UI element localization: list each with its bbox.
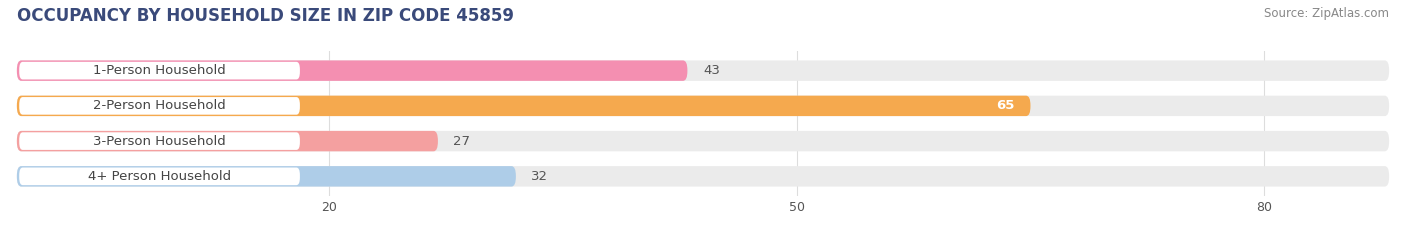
FancyBboxPatch shape: [17, 96, 1031, 116]
FancyBboxPatch shape: [17, 60, 1389, 81]
Text: 65: 65: [997, 99, 1015, 112]
FancyBboxPatch shape: [17, 96, 1389, 116]
Text: 1-Person Household: 1-Person Household: [93, 64, 226, 77]
FancyBboxPatch shape: [17, 131, 1389, 151]
FancyBboxPatch shape: [20, 168, 299, 185]
Text: 3-Person Household: 3-Person Household: [93, 135, 226, 148]
Text: 43: 43: [703, 64, 720, 77]
FancyBboxPatch shape: [17, 131, 437, 151]
FancyBboxPatch shape: [20, 97, 299, 115]
Text: 4+ Person Household: 4+ Person Household: [89, 170, 231, 183]
FancyBboxPatch shape: [20, 62, 299, 79]
Text: 32: 32: [531, 170, 548, 183]
FancyBboxPatch shape: [17, 60, 688, 81]
Text: 27: 27: [454, 135, 471, 148]
FancyBboxPatch shape: [20, 132, 299, 150]
FancyBboxPatch shape: [17, 166, 1389, 187]
FancyBboxPatch shape: [17, 166, 516, 187]
Text: 2-Person Household: 2-Person Household: [93, 99, 226, 112]
Text: Source: ZipAtlas.com: Source: ZipAtlas.com: [1264, 7, 1389, 20]
Text: OCCUPANCY BY HOUSEHOLD SIZE IN ZIP CODE 45859: OCCUPANCY BY HOUSEHOLD SIZE IN ZIP CODE …: [17, 7, 513, 25]
